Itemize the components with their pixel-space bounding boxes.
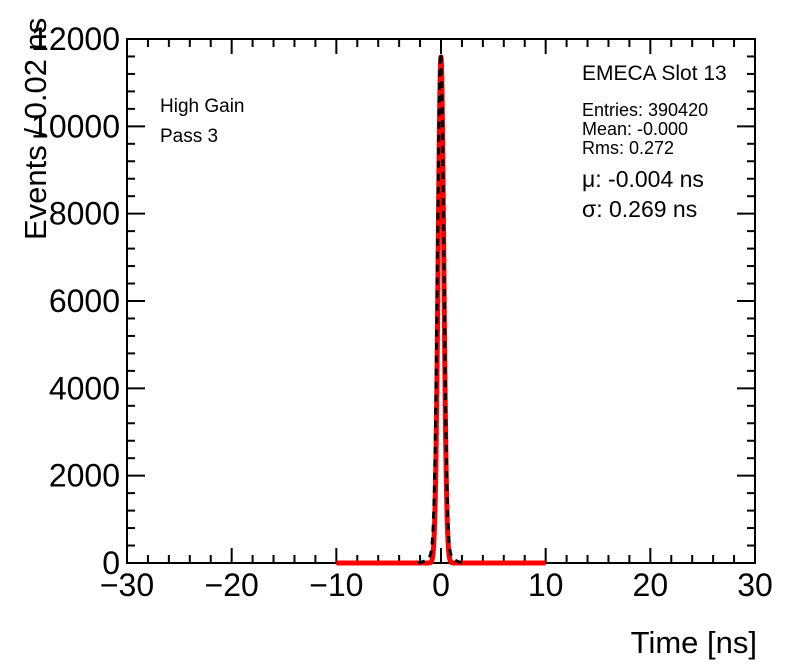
- stats-mean: Mean: -0.000: [582, 119, 689, 139]
- svg-text:−20: −20: [205, 567, 259, 603]
- svg-text:0: 0: [432, 567, 450, 603]
- gain-annotation: High Gain Pass 3: [160, 96, 245, 156]
- svg-text:−30: −30: [100, 567, 154, 603]
- svg-text:Time [ns]: Time [ns]: [631, 625, 757, 660]
- svg-text:10000: 10000: [31, 108, 120, 144]
- svg-text:8000: 8000: [49, 196, 120, 232]
- svg-text:Events / 0.02 ns: Events / 0.02 ns: [18, 18, 53, 240]
- pass-label: Pass 3: [160, 126, 219, 147]
- svg-text:6000: 6000: [49, 283, 120, 319]
- stats-rms: Rms: 0.272: [582, 138, 675, 158]
- svg-text:−10: −10: [309, 567, 363, 603]
- svg-text:30: 30: [737, 567, 773, 603]
- svg-text:2000: 2000: [49, 458, 120, 494]
- svg-text:0: 0: [102, 545, 120, 581]
- gain-label: High Gain: [160, 96, 245, 117]
- stats-fit-mu: μ: -0.004 ns: [582, 166, 704, 192]
- svg-text:10: 10: [528, 567, 564, 603]
- svg-text:12000: 12000: [31, 21, 120, 57]
- svg-text:20: 20: [633, 567, 669, 603]
- stats-entries: Entries: 390420: [582, 100, 709, 120]
- svg-text:4000: 4000: [49, 370, 120, 406]
- stats-fit-sigma: σ: 0.269 ns: [582, 196, 698, 222]
- stats-title: EMECA Slot 13: [582, 62, 727, 85]
